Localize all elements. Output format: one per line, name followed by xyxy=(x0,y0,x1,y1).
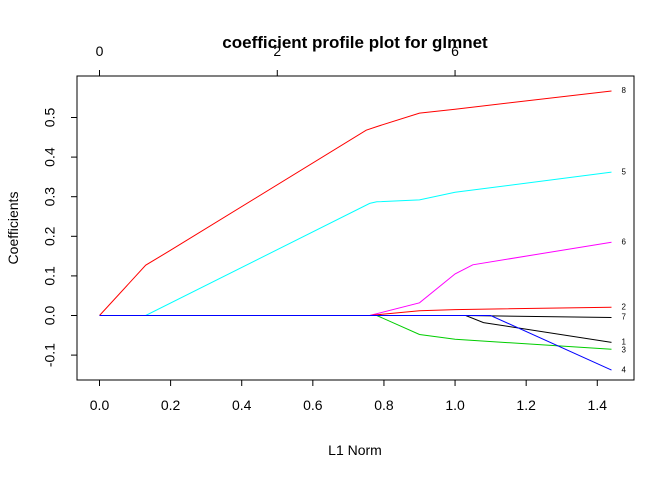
y-tick-label: 0.5 xyxy=(42,108,58,128)
x-tick-label: 1.0 xyxy=(445,397,465,413)
series-end-label: 1 xyxy=(622,338,627,347)
series-layer xyxy=(99,90,612,371)
series-end-label: 2 xyxy=(622,302,627,311)
series-line-4 xyxy=(99,315,612,371)
top-tick-label: 0 xyxy=(96,43,104,59)
y-axis-label: Coefficients xyxy=(5,192,21,265)
x-tick-label: 0.0 xyxy=(90,397,110,413)
y-tick-label: 0.1 xyxy=(42,266,58,286)
y-tick-label: 0.3 xyxy=(42,187,58,207)
series-line-6 xyxy=(99,241,612,316)
series-line-5 xyxy=(99,171,612,316)
top-tick-label: 2 xyxy=(273,43,281,59)
x-tick-label: 0.6 xyxy=(303,397,323,413)
end-labels: 8 5 6 2 7 13 4 xyxy=(622,86,627,374)
y-tick-label: -0.1 xyxy=(42,343,58,367)
x-tick-label: 0.2 xyxy=(161,397,181,413)
x-tick-label: 1.2 xyxy=(516,397,536,413)
series-line-3 xyxy=(99,315,612,350)
series-end-label: 6 xyxy=(622,237,627,246)
x-axis-label: L1 Norm xyxy=(328,442,382,458)
series-end-label: 4 xyxy=(622,365,627,374)
x-tick-label: 0.4 xyxy=(232,397,252,413)
x-axis: 0.0 0.2 0.4 0.6 0.8 1.0 1.2 1.4 xyxy=(90,379,608,413)
x-tick-label: 0.8 xyxy=(374,397,394,413)
series-end-label: 3 xyxy=(622,346,627,355)
series-end-label: 7 xyxy=(622,313,627,322)
plot-box xyxy=(76,75,635,381)
y-tick-label: 0.4 xyxy=(42,147,58,167)
series-end-label: 8 xyxy=(622,86,627,95)
series-line-1 xyxy=(99,315,612,343)
top-tick-label: 6 xyxy=(451,43,459,59)
series-end-label: 5 xyxy=(622,167,627,176)
top-axis: 0 2 6 xyxy=(96,43,459,77)
series-line-8 xyxy=(99,90,612,316)
y-axis: -0.1 0.0 0.1 0.2 0.3 0.4 0.5 xyxy=(42,108,78,367)
x-tick-label: 1.4 xyxy=(588,397,608,413)
y-tick-label: 0.2 xyxy=(42,226,58,246)
chart-title: coefficient profile plot for glmnet xyxy=(222,33,488,52)
series-line-2 xyxy=(99,306,612,316)
y-tick-label: 0.0 xyxy=(42,306,58,326)
